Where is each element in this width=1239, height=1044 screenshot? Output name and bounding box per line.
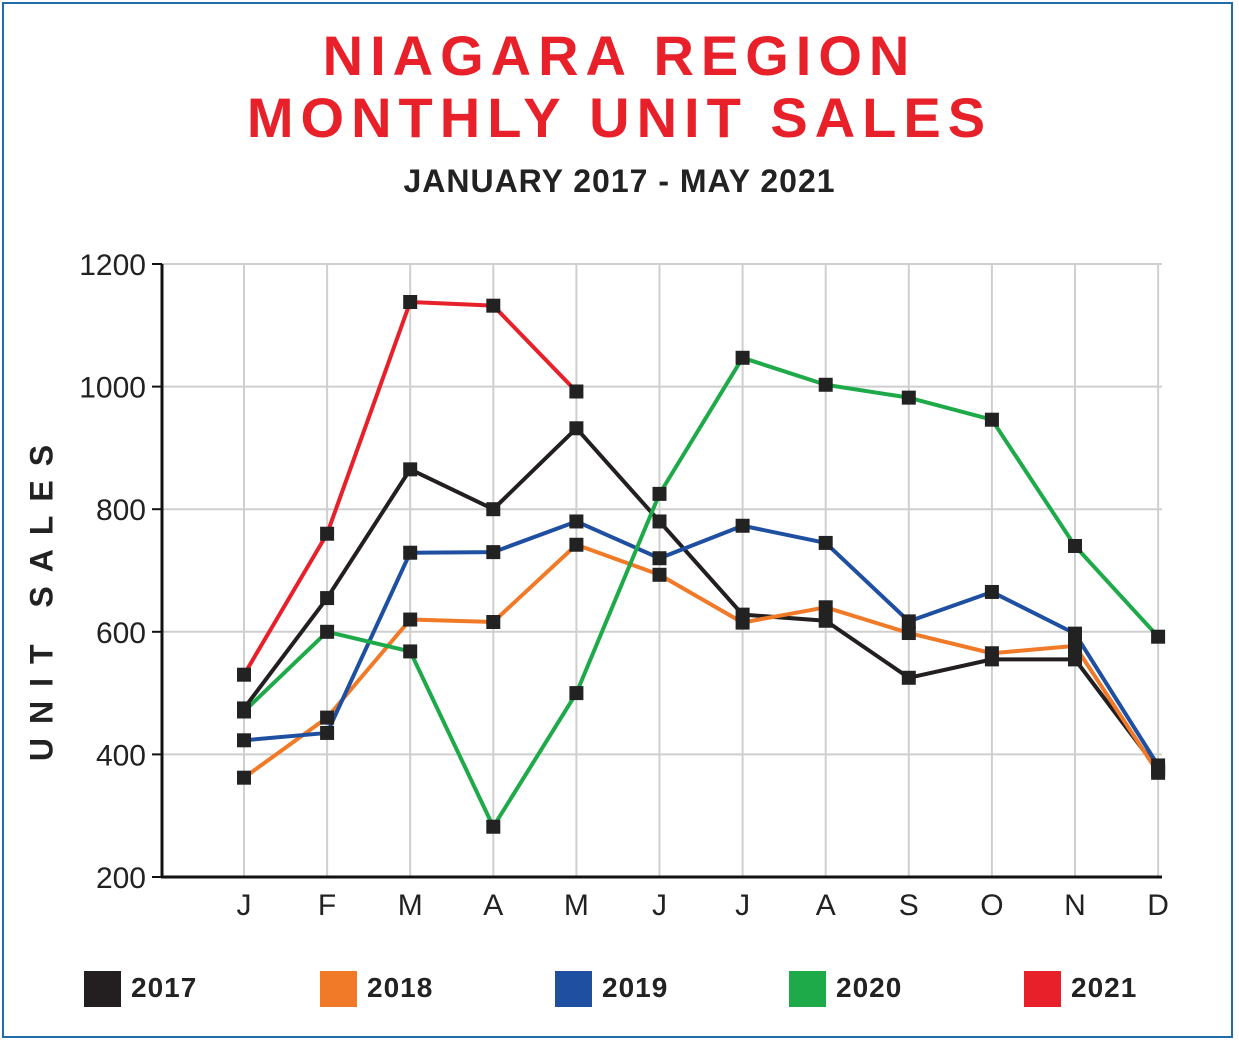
data-point-2019 [652, 551, 667, 566]
data-point-2020 [403, 644, 418, 659]
legend-swatch-2020 [789, 971, 826, 1007]
y-tick-labels: 200 400 600 800 1000 1200 [79, 249, 146, 895]
data-point-2020 [1068, 538, 1082, 553]
data-point-2017 [1068, 652, 1082, 667]
data-point-2018 [237, 770, 251, 785]
data-point-2018 [818, 600, 833, 615]
data-point-2018 [735, 615, 750, 630]
data-point-2019 [237, 733, 251, 748]
data-point-2017 [486, 502, 501, 517]
legend-label-2021: 2021 [1071, 972, 1138, 1003]
x-tick-label: A [483, 889, 503, 922]
grid-lines [162, 263, 1162, 877]
x-tick-label: F [318, 889, 336, 922]
data-point-2017 [818, 613, 833, 628]
data-point-2017 [901, 670, 916, 685]
x-tick-label: J [735, 889, 750, 922]
data-point-2017 [569, 421, 584, 436]
legend-swatch-2019 [555, 971, 592, 1007]
data-point-2019 [1068, 626, 1082, 641]
data-point-2018 [984, 646, 999, 661]
data-point-2019 [984, 584, 999, 599]
data-point-2020 [901, 390, 916, 405]
data-point-2021 [237, 667, 251, 682]
y-tick-label: 1000 [79, 372, 146, 405]
data-point-2020 [735, 350, 750, 365]
data-point-2017 [320, 591, 335, 606]
series-line-2020 [242, 355, 1160, 829]
legend-label-2017: 2017 [131, 972, 198, 1003]
series-line-2018 [242, 542, 1160, 780]
data-point-2021 [320, 526, 335, 541]
legend-label-2019: 2019 [602, 972, 669, 1003]
x-tick-label: J [652, 889, 667, 922]
data-point-2019 [320, 725, 335, 740]
data-point-2019 [818, 535, 833, 550]
x-tick-label: S [899, 889, 919, 922]
x-tick-label: N [1064, 889, 1086, 922]
x-tick-label: M [398, 889, 423, 922]
data-point-2020 [320, 624, 335, 639]
legend-swatch-2017 [84, 971, 121, 1007]
y-tick-label: 800 [96, 494, 146, 527]
data-point-2017 [403, 462, 418, 477]
chart-subtitle: JANUARY 2017 - MAY 2021 [403, 163, 836, 199]
data-point-2021 [403, 295, 418, 310]
data-point-2018 [652, 567, 667, 582]
data-point-2019 [1151, 758, 1166, 773]
series-lines [242, 300, 1160, 829]
data-point-2018 [1068, 638, 1082, 653]
data-point-2018 [320, 710, 335, 725]
x-tick-label: D [1147, 889, 1169, 922]
legend-swatch-2018 [320, 971, 357, 1007]
legend-label-2018: 2018 [367, 972, 434, 1003]
chart-title-line2: MONTHLY UNIT SALES [246, 86, 993, 149]
y-tick-label: 200 [96, 862, 146, 895]
y-tick-label: 400 [96, 739, 146, 772]
data-point-2018 [486, 614, 501, 629]
series-line-2017 [242, 426, 1160, 771]
data-point-2020 [1151, 629, 1166, 644]
chart-title-line1: NIAGARA REGION [322, 24, 917, 87]
x-tick-label: M [564, 889, 589, 922]
legend-label-2020: 2020 [836, 972, 903, 1003]
data-point-2020 [818, 377, 833, 392]
x-tick-label: O [980, 889, 1003, 922]
y-tick-label: 1200 [79, 249, 146, 282]
data-point-2019 [569, 514, 584, 529]
x-tick-label: A [816, 889, 836, 922]
y-tick-label: 600 [96, 617, 146, 650]
data-point-2017 [652, 514, 667, 529]
legend-swatch-2021 [1024, 971, 1061, 1007]
data-point-2021 [569, 384, 584, 399]
data-point-2020 [984, 412, 999, 427]
data-point-2020 [486, 819, 501, 834]
data-point-2018 [901, 626, 916, 641]
series-line-2019 [243, 519, 1160, 767]
data-point-2019 [735, 518, 750, 533]
axes [152, 263, 1162, 879]
data-point-2021 [486, 298, 501, 313]
x-tick-label: J [237, 889, 252, 922]
data-point-2018 [403, 612, 418, 627]
data-point-2020 [237, 704, 251, 719]
data-point-2020 [569, 686, 584, 701]
line-chart: 200 400 600 800 1000 1200 J F M A M J J A S O N D [79, 249, 1169, 922]
data-point-2019 [901, 614, 916, 629]
data-point-2019 [486, 545, 501, 560]
data-point-2020 [652, 486, 667, 501]
series-markers [237, 295, 1166, 834]
data-point-2019 [403, 545, 418, 560]
data-point-2018 [569, 537, 584, 552]
